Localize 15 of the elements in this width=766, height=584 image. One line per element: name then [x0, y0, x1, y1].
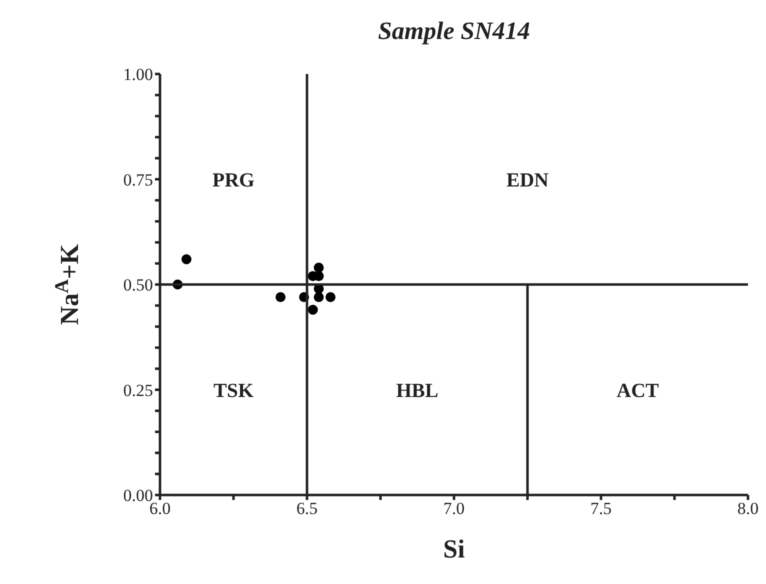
x-tick-label: 7.5: [590, 499, 612, 518]
y-tick-label: 0.25: [123, 380, 153, 400]
x-tick-label: 7.0: [443, 499, 465, 518]
y-tick-label: 1.00: [123, 65, 153, 84]
y-tick-label: 0.75: [123, 170, 153, 190]
annotation: PRG: [212, 169, 256, 192]
x-tick-label: 6.5: [296, 499, 318, 518]
annotation: TSK: [213, 380, 254, 402]
x-tick-label: 8.0: [737, 499, 759, 518]
annotation: HBL: [396, 380, 438, 402]
chart-title: Sample SN414: [376, 18, 532, 46]
annotation: EDN: [506, 169, 550, 192]
annotation: ACT: [616, 380, 660, 402]
y-tick-label: 0.50: [123, 276, 153, 295]
x-axis-title: Si: [443, 534, 465, 564]
